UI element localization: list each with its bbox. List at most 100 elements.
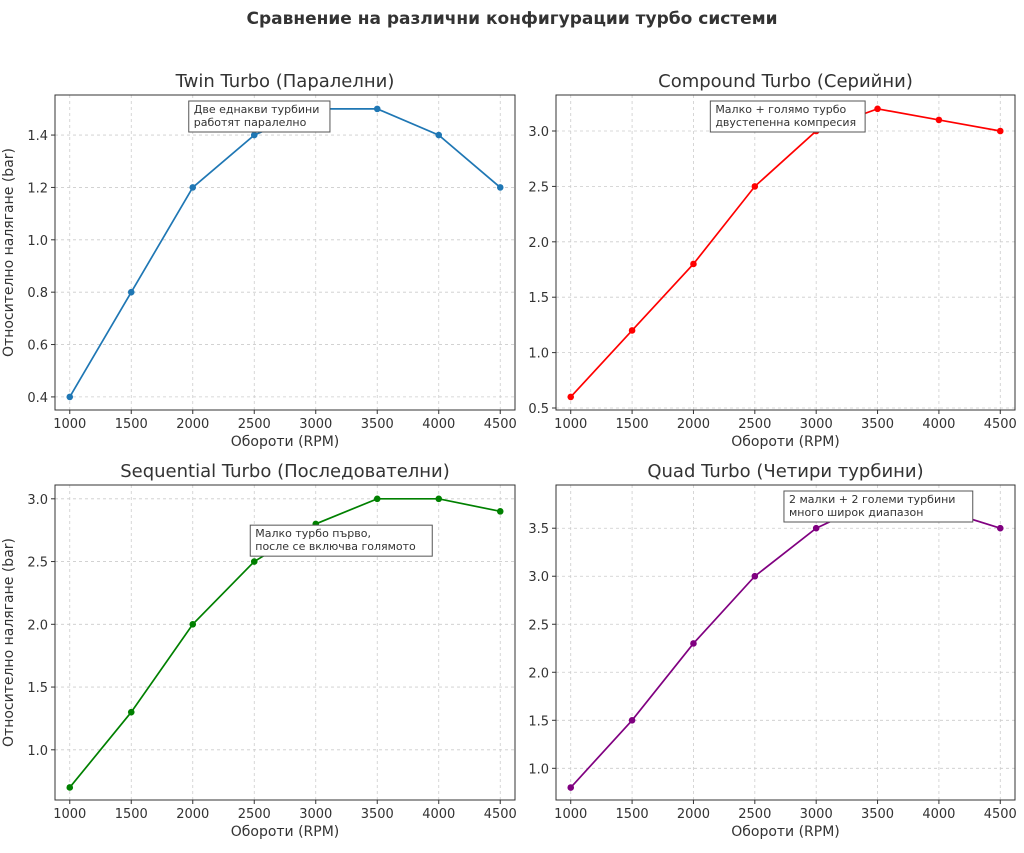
x-axis-label: Обороти (RPM) bbox=[731, 824, 840, 840]
y-axis-label: Относително налягане (bar) bbox=[1, 538, 17, 747]
subplot-title: Quad Turbo (Четири турбини) bbox=[647, 461, 923, 482]
x-tick-label: 2500 bbox=[738, 807, 771, 822]
annotation-text: Две еднакви турбини bbox=[194, 103, 320, 116]
data-point bbox=[66, 784, 74, 791]
x-tick-label: 1000 bbox=[53, 417, 86, 432]
x-tick-label: 1500 bbox=[616, 417, 649, 432]
subplot-title: Sequential Turbo (Последователни) bbox=[120, 461, 450, 482]
x-tick-label: 3000 bbox=[299, 807, 332, 822]
annotation-text: 2 малки + 2 големи турбини bbox=[789, 493, 956, 506]
data-point bbox=[496, 508, 504, 515]
x-tick-label: 3000 bbox=[800, 807, 833, 822]
data-point bbox=[996, 524, 1004, 532]
data-point bbox=[127, 708, 135, 716]
data-point bbox=[751, 183, 759, 190]
subplot-2: 1000 1500 2000 2500 3000 3500 4000 4500 0.5 1.0 1.… bbox=[528, 71, 1017, 450]
figure-title: Сравнение на различни конфигурации турбо… bbox=[246, 9, 777, 29]
x-tick-label: 1000 bbox=[554, 807, 587, 822]
annotation-text: двустепенна компресия bbox=[715, 116, 856, 129]
y-tick-label: 0.4 bbox=[27, 391, 48, 406]
data-point bbox=[567, 784, 575, 791]
data-point bbox=[250, 558, 258, 565]
x-tick-label: 4000 bbox=[922, 417, 955, 432]
y-tick-label: 1.0 bbox=[528, 347, 549, 362]
data-point bbox=[751, 572, 759, 580]
series-line bbox=[570, 107, 1001, 398]
x-tick-label: 4500 bbox=[484, 807, 517, 822]
x-tick-label: 2000 bbox=[677, 807, 710, 822]
y-tick-label: 1.2 bbox=[27, 181, 48, 196]
y-tick-label: 2.5 bbox=[27, 556, 48, 571]
x-axis-label: Обороти (RPM) bbox=[231, 434, 340, 450]
x-tick-label: 2500 bbox=[238, 417, 271, 432]
y-tick-label: 3.0 bbox=[27, 493, 48, 508]
x-tick-label: 2500 bbox=[738, 417, 771, 432]
axes-frame bbox=[54, 484, 516, 801]
x-tick-label: 4500 bbox=[484, 417, 517, 432]
y-tick-label: 1.5 bbox=[528, 714, 549, 729]
y-tick-label: 0.5 bbox=[528, 402, 549, 417]
axes-frame bbox=[555, 484, 1016, 801]
data-point bbox=[628, 327, 636, 334]
data-point bbox=[812, 524, 820, 532]
x-tick-label: 1500 bbox=[115, 417, 148, 432]
subplot-3: 1000 1500 2000 2500 3000 3500 4000 4500 1.0 1.5 2.… bbox=[1, 461, 517, 840]
data-point bbox=[435, 495, 443, 503]
y-tick-label: 3.5 bbox=[528, 522, 549, 537]
x-axis-label: Обороти (RPM) bbox=[231, 824, 340, 840]
x-tick-label: 3500 bbox=[861, 807, 894, 822]
annotation-text: Малко + голямо турбо bbox=[715, 103, 846, 116]
data-point bbox=[435, 131, 443, 139]
y-tick-label: 0.8 bbox=[27, 286, 48, 301]
y-tick-label: 1.0 bbox=[528, 762, 549, 777]
axes-frame bbox=[54, 94, 516, 411]
data-point bbox=[373, 105, 381, 113]
data-point bbox=[690, 640, 697, 647]
y-tick-label: 2.0 bbox=[528, 236, 549, 251]
x-tick-label: 3500 bbox=[361, 807, 394, 822]
y-tick-label: 2.0 bbox=[528, 666, 549, 681]
data-point bbox=[874, 105, 881, 113]
data-point bbox=[373, 495, 381, 503]
y-tick-label: 1.0 bbox=[27, 234, 48, 249]
x-tick-label: 3000 bbox=[800, 417, 833, 432]
data-point bbox=[189, 184, 197, 191]
annotation-text: Малко турбо първо, bbox=[255, 527, 371, 540]
y-tick-label: 0.6 bbox=[27, 339, 48, 354]
x-tick-label: 3000 bbox=[299, 417, 332, 432]
x-tick-label: 1500 bbox=[616, 807, 649, 822]
y-tick-label: 1.0 bbox=[27, 744, 48, 759]
y-tick-label: 2.5 bbox=[528, 618, 549, 633]
series-line bbox=[69, 108, 501, 398]
annotation-text: много широк диапазон bbox=[789, 506, 924, 519]
data-point bbox=[690, 260, 697, 268]
x-tick-label: 2000 bbox=[176, 807, 209, 822]
data-point bbox=[189, 621, 197, 628]
x-tick-label: 2000 bbox=[677, 417, 710, 432]
x-tick-label: 4000 bbox=[422, 417, 455, 432]
y-tick-label: 3.0 bbox=[528, 125, 549, 140]
y-tick-label: 2.5 bbox=[528, 180, 549, 195]
y-tick-label: 1.5 bbox=[27, 681, 48, 696]
annotation-box bbox=[709, 100, 866, 133]
data-point bbox=[996, 127, 1004, 135]
x-tick-label: 4500 bbox=[984, 417, 1017, 432]
x-tick-label: 1000 bbox=[554, 417, 587, 432]
x-tick-label: 1000 bbox=[53, 807, 86, 822]
y-tick-label: 2.0 bbox=[27, 618, 48, 633]
series-line bbox=[570, 498, 1001, 789]
y-tick-label: 1.5 bbox=[528, 291, 549, 306]
data-point bbox=[935, 116, 943, 124]
x-tick-label: 3500 bbox=[361, 417, 394, 432]
x-axis-label: Обороти (RPM) bbox=[731, 434, 840, 450]
x-tick-label: 4000 bbox=[422, 807, 455, 822]
annotation-text: после се включва голямото bbox=[255, 540, 416, 553]
x-tick-label: 1500 bbox=[115, 807, 148, 822]
subplot-title: Compound Turbo (Серийни) bbox=[658, 71, 913, 92]
data-point bbox=[567, 393, 575, 401]
annotation-box bbox=[783, 490, 974, 523]
annotation-box bbox=[249, 524, 433, 557]
y-tick-label: 3.0 bbox=[528, 570, 549, 585]
